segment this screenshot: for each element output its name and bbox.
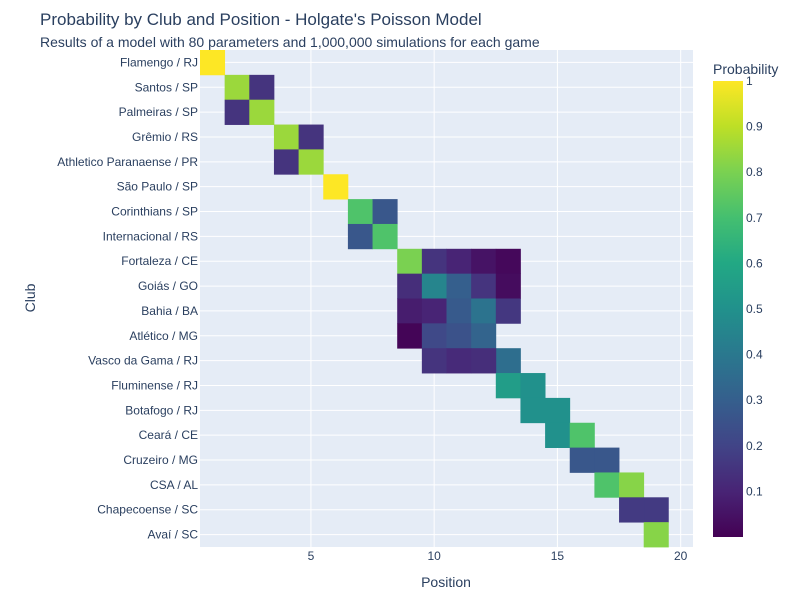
- y-axis-title: Club: [22, 283, 38, 312]
- colorbar: Probability 0.1 0.2 0.3 0.4 0.5 0.6 0.7 0.8 0.9 1: [713, 61, 778, 537]
- heatmap-cell: [643, 497, 669, 523]
- x-tick-label: 10: [427, 549, 441, 563]
- colorbar-tick-label: 0.1: [746, 484, 763, 498]
- heatmap-cell: [520, 397, 546, 424]
- heatmap-cell: [323, 174, 349, 200]
- heatmap-cell: [397, 248, 423, 275]
- heatmap-cell: [471, 323, 497, 349]
- y-tick-label: Avaí / SC: [148, 528, 199, 542]
- heatmap-cell: [249, 74, 275, 101]
- heatmap-cell: [273, 149, 299, 175]
- heatmap-cell: [347, 223, 373, 250]
- y-tick-label: Palmeiras / SP: [119, 105, 198, 119]
- colorbar-tick-label: 0.9: [746, 120, 763, 134]
- heatmap-cell: [495, 298, 521, 324]
- heatmap-cell: [347, 199, 373, 225]
- heatmap-cell: [421, 348, 447, 374]
- heatmap-cell: [545, 422, 571, 448]
- y-tick-label: Fortaleza / CE: [121, 254, 198, 268]
- heatmap-cell: [495, 273, 521, 299]
- heatmap-cell: [495, 373, 521, 399]
- heatmap-cell: [421, 323, 447, 349]
- heatmap-cell: [421, 298, 447, 324]
- heatmap-cell: [421, 248, 447, 275]
- y-tick-label: Corinthians / SP: [111, 205, 198, 219]
- colorbar-gradient: [713, 81, 743, 537]
- y-tick-label: Vasco da Gama / RJ: [88, 354, 198, 368]
- heatmap-cell: [249, 99, 275, 125]
- y-tick-label: Fluminense / RJ: [111, 378, 198, 392]
- colorbar-tick-label: 0.2: [746, 439, 763, 453]
- heatmap-cell: [446, 323, 472, 349]
- heatmap-cell: [372, 223, 398, 250]
- y-tick-label: Ceará / CE: [139, 428, 198, 442]
- heatmap-cell: [298, 124, 324, 150]
- colorbar-tick-label: 0.5: [746, 302, 763, 316]
- heatmap-cell: [495, 248, 521, 275]
- heatmap-cell: [200, 50, 226, 76]
- y-tick-label: Santos / SP: [135, 80, 198, 94]
- heatmap-cell: [520, 373, 546, 399]
- heatmap-cell: [569, 422, 595, 448]
- x-tick-label: 5: [308, 549, 315, 563]
- colorbar-tick-labels: 0.1 0.2 0.3 0.4 0.5 0.6 0.7 0.8 0.9 1: [746, 74, 763, 498]
- heatmap-cell: [495, 348, 521, 374]
- heatmap-cell: [545, 397, 571, 424]
- heatmap-cell: [446, 298, 472, 324]
- heatmap-cell: [397, 323, 423, 349]
- y-tick-label: Atlético / MG: [129, 329, 198, 343]
- colorbar-tick-label: 0.6: [746, 256, 763, 270]
- y-tick-label: Grêmio / RS: [132, 130, 198, 144]
- y-tick-label: Goiás / GO: [138, 279, 198, 293]
- heatmap-cell: [446, 248, 472, 275]
- heatmap-cell: [397, 298, 423, 324]
- heatmap-cell: [224, 74, 250, 101]
- heatmap-cell: [421, 273, 447, 299]
- y-tick-label: Flamengo / RJ: [120, 55, 198, 69]
- heatmap-cell: [619, 472, 645, 498]
- x-tick-label: 15: [551, 549, 565, 563]
- colorbar-tick-label: 0.3: [746, 393, 763, 407]
- heatmap-cell: [446, 273, 472, 299]
- heatmap-cell: [594, 447, 620, 473]
- y-tick-label: Athletico Paranaense / PR: [57, 155, 198, 169]
- colorbar-tick-label: 1: [746, 74, 753, 88]
- heatmap-cell: [397, 273, 423, 299]
- heatmap-cell: [569, 447, 595, 473]
- colorbar-title: Probability: [713, 61, 778, 77]
- heatmap-cell: [594, 472, 620, 498]
- chart-title: Probability by Club and Position - Holga…: [40, 10, 482, 29]
- y-tick-label: Bahia / BA: [141, 304, 198, 318]
- heatmap-cell: [446, 348, 472, 374]
- y-tick-label: São Paulo / SP: [117, 180, 198, 194]
- heatmap-cells: [200, 50, 669, 548]
- heatmap-cell: [471, 273, 497, 299]
- colorbar-tick-label: 0.8: [746, 165, 763, 179]
- heatmap-cell: [471, 248, 497, 275]
- x-tick-label: 20: [674, 549, 688, 563]
- colorbar-tick-label: 0.4: [746, 348, 763, 362]
- chart-subtitle: Results of a model with 80 parameters an…: [40, 34, 540, 50]
- y-tick-label: Internacional / RS: [103, 229, 198, 243]
- heatmap-cell: [471, 298, 497, 324]
- heatmap-cell: [298, 149, 324, 175]
- colorbar-tick-label: 0.7: [746, 211, 763, 225]
- heatmap-cell: [619, 497, 645, 523]
- heatmap-cell: [471, 348, 497, 374]
- y-tick-label: Cruzeiro / MG: [123, 453, 198, 467]
- y-tick-label: Chapecoense / SC: [97, 503, 198, 517]
- x-tick-labels: 5 10 15 20: [308, 549, 688, 563]
- y-tick-labels: Flamengo / RJ Santos / SP Palmeiras / SP Gr…: [57, 55, 198, 541]
- y-tick-label: CSA / AL: [150, 478, 198, 492]
- heatmap-cell: [273, 124, 299, 150]
- x-axis-title: Position: [421, 574, 471, 590]
- heatmap-cell: [224, 99, 250, 125]
- y-tick-label: Botafogo / RJ: [125, 403, 198, 417]
- heatmap-cell: [372, 199, 398, 225]
- heatmap-cell: [643, 522, 669, 548]
